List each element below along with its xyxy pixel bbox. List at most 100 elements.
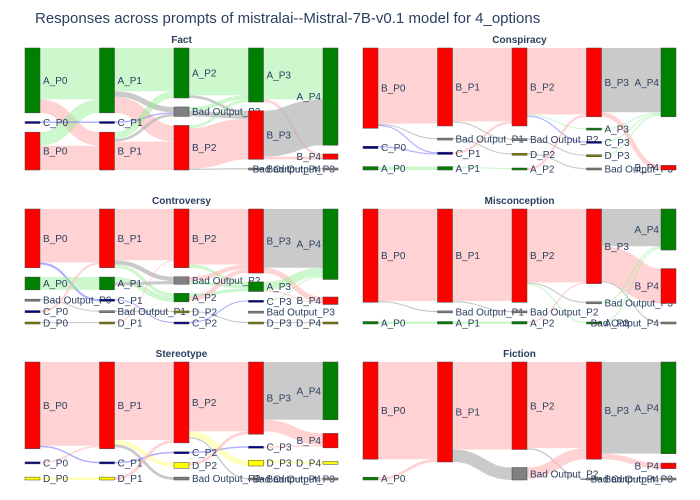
sankey-node xyxy=(362,208,379,303)
sankey-node xyxy=(362,146,379,149)
sankey-link xyxy=(188,264,249,282)
sankey-node xyxy=(660,462,677,469)
sankey-node xyxy=(437,151,453,155)
node-label: Bad Output_P1 xyxy=(118,307,187,318)
node-label: A_P0 xyxy=(381,474,406,485)
sankey-link xyxy=(601,112,662,130)
node-label: D_P0 xyxy=(43,474,68,485)
sankey-node xyxy=(24,461,41,465)
node-label: C_P1 xyxy=(118,118,143,129)
sankey-link xyxy=(263,460,324,465)
sankey-link xyxy=(601,281,662,324)
node-label: C_P0 xyxy=(43,118,68,129)
sankey-link xyxy=(601,114,662,156)
node-label: A_P1 xyxy=(456,164,481,175)
sankey-node xyxy=(511,208,528,303)
node-label: Bad Output_P3 xyxy=(267,308,336,319)
node-label: Bad Output_P4 xyxy=(591,319,660,330)
sankey-node xyxy=(173,462,190,469)
sankey-node xyxy=(322,208,339,280)
sankey-link xyxy=(377,146,438,155)
sankey-panel: Fiction B_P0 A_P0 B_P1 B_P2 Bad Output_P2 B_P3… xyxy=(362,349,677,486)
node-label: A_P4 xyxy=(635,225,660,236)
sankey-node xyxy=(248,361,264,435)
sankey-node xyxy=(173,125,190,171)
sankey-node xyxy=(437,47,453,127)
sankey-link xyxy=(39,262,100,313)
node-label: Bad Output_P2 xyxy=(192,107,261,118)
node-label: Bad Output_P4 xyxy=(253,165,322,176)
node-label: A_P4 xyxy=(635,403,660,414)
node-label: B_P4 xyxy=(297,152,322,163)
sankey-panel: Stereotype B_P0 C_P0 D_P0 B_P1 C_P1 D_P1 B_P2 C_… xyxy=(24,349,339,486)
sankey-link xyxy=(188,99,249,129)
panel-title: Fiction xyxy=(503,349,536,360)
sankey-links xyxy=(39,47,324,171)
node-label: Bad Output_P2 xyxy=(530,469,599,480)
node-label: D_P2 xyxy=(530,150,555,161)
node-label: Bad Output_P2 xyxy=(192,276,261,287)
sankey-node xyxy=(362,166,379,171)
node-label: A_P0 xyxy=(43,279,68,290)
sankey-node xyxy=(586,301,602,305)
sankey-link xyxy=(600,246,663,304)
node-label: A_P1 xyxy=(118,279,143,290)
node-label: B_P4 xyxy=(297,296,322,307)
sankey-node xyxy=(24,321,41,325)
node-label: C_P0 xyxy=(381,143,406,154)
sankey-node xyxy=(511,310,528,314)
sankey-link xyxy=(526,115,587,143)
sankey-node xyxy=(99,131,115,171)
node-label: Bad Output_P3 xyxy=(267,475,336,486)
sankey-link xyxy=(114,281,175,286)
node-label: Bad Output_P3 xyxy=(605,298,674,309)
sankey-links xyxy=(39,208,324,324)
node-label: B_P1 xyxy=(118,147,143,158)
node-label: C_P3 xyxy=(267,297,292,308)
sankey-node xyxy=(24,121,41,124)
sankey-node xyxy=(322,321,339,325)
sankey-link xyxy=(114,277,175,302)
sankey-node xyxy=(322,461,339,465)
sankey-node xyxy=(248,167,264,171)
sankey-node xyxy=(24,131,41,171)
sankey-link xyxy=(188,95,249,112)
node-label: B_P2 xyxy=(192,398,217,409)
node-label: B_P1 xyxy=(456,251,481,262)
sankey-node xyxy=(248,300,264,303)
node-label: Bad Output_P1 xyxy=(456,135,525,146)
node-label: B_P4 xyxy=(297,436,322,447)
sankey-link xyxy=(377,124,438,154)
node-label: C_P2 xyxy=(192,319,217,330)
sankey-node xyxy=(511,467,528,481)
node-label: B_P0 xyxy=(381,251,406,262)
node-label: B_P3 xyxy=(605,406,630,417)
sankey-node xyxy=(437,361,453,463)
sankey-node xyxy=(173,451,190,454)
sankey-link xyxy=(263,267,324,291)
node-label: C_P0 xyxy=(43,458,68,469)
sankey-link xyxy=(526,282,587,304)
sankey-link xyxy=(526,138,587,156)
sankey-node xyxy=(99,310,115,313)
sankey-link xyxy=(452,121,513,155)
node-label: A_P1 xyxy=(118,76,143,87)
sankey-link xyxy=(601,112,662,171)
sankey-link xyxy=(188,268,249,301)
sankey-link xyxy=(188,111,249,119)
sankey-node xyxy=(248,47,264,103)
node-label: D_P0 xyxy=(43,319,68,330)
sankey-node xyxy=(173,361,190,444)
sankey-node xyxy=(173,208,190,268)
sankey-node xyxy=(322,153,339,160)
sankey-node xyxy=(173,476,190,481)
node-label: B_P3 xyxy=(267,394,292,405)
sankey-node xyxy=(322,433,339,449)
node-label: C_P1 xyxy=(118,296,143,307)
sankey-panel: Fact A_P0 C_P0 B_P0 A_P1 C_P1 B_P1 A_P2 Bad Outp… xyxy=(24,35,339,176)
sankey-node xyxy=(660,47,677,118)
sankey-node xyxy=(24,47,41,114)
sankey-node xyxy=(586,321,602,325)
